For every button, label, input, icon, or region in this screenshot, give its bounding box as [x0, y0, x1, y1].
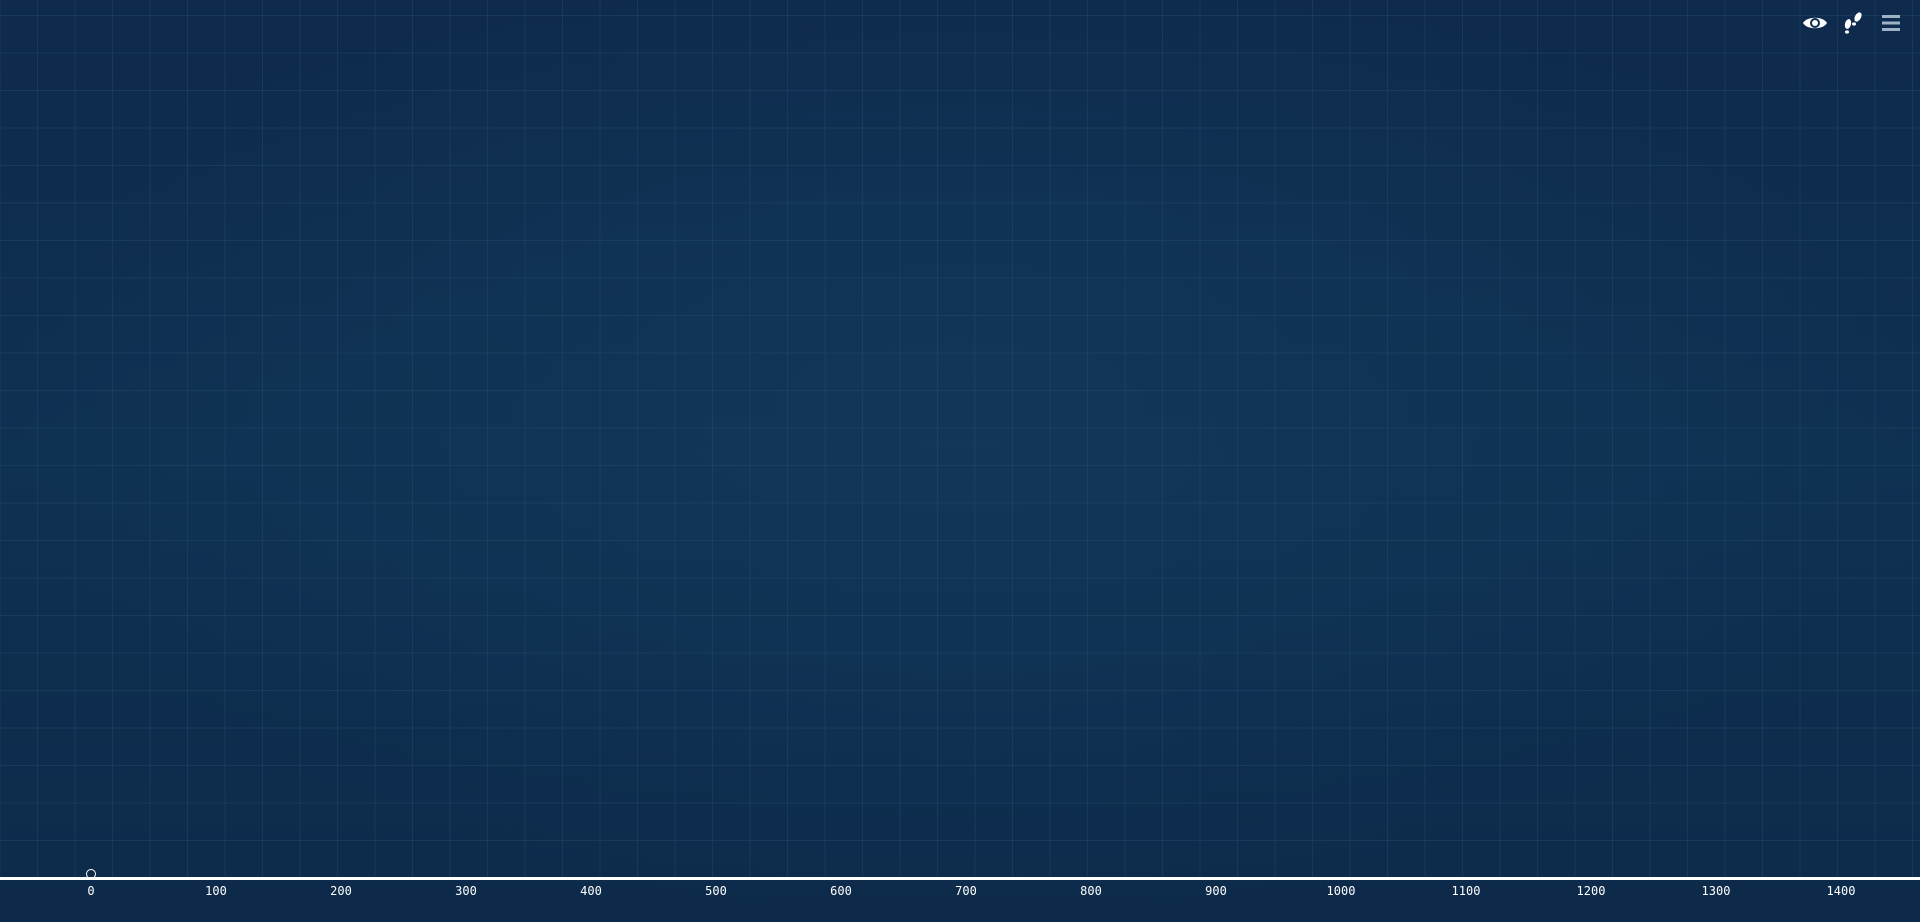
ruler-tick-label: 1100	[1451, 884, 1481, 898]
ruler-tick-label: 100	[205, 884, 227, 898]
view-toggle-button[interactable]	[1802, 12, 1828, 38]
footsteps-icon	[1841, 11, 1865, 39]
ruler-tick-label: 600	[830, 884, 852, 898]
horizontal-ruler: 0 100 200 300 400 500 600 700 800 900 1000 1100 1200…	[0, 877, 1920, 922]
ruler-tick-label: 400	[580, 884, 602, 898]
steps-button[interactable]	[1840, 12, 1866, 38]
eye-icon	[1802, 14, 1828, 36]
ruler-tick-label: 1400	[1826, 884, 1856, 898]
ruler-tick-label: 900	[1205, 884, 1227, 898]
ruler-tick-label: 0	[87, 884, 95, 898]
background-grid	[0, 0, 1920, 878]
ruler-tick-label: 1200	[1576, 884, 1606, 898]
ruler-tick-label: 1000	[1326, 884, 1356, 898]
ruler-tick-label: 1300	[1701, 884, 1731, 898]
ruler-line	[0, 877, 1920, 880]
ruler-tick-label: 500	[705, 884, 727, 898]
ruler-tick-label: 300	[455, 884, 477, 898]
menu-icon	[1881, 13, 1901, 37]
ruler-tick-label: 800	[1080, 884, 1102, 898]
menu-button[interactable]	[1878, 12, 1904, 38]
ruler-tick-label: 700	[955, 884, 977, 898]
ruler-tick-label: 200	[330, 884, 352, 898]
top-right-toolbar	[1802, 12, 1904, 38]
